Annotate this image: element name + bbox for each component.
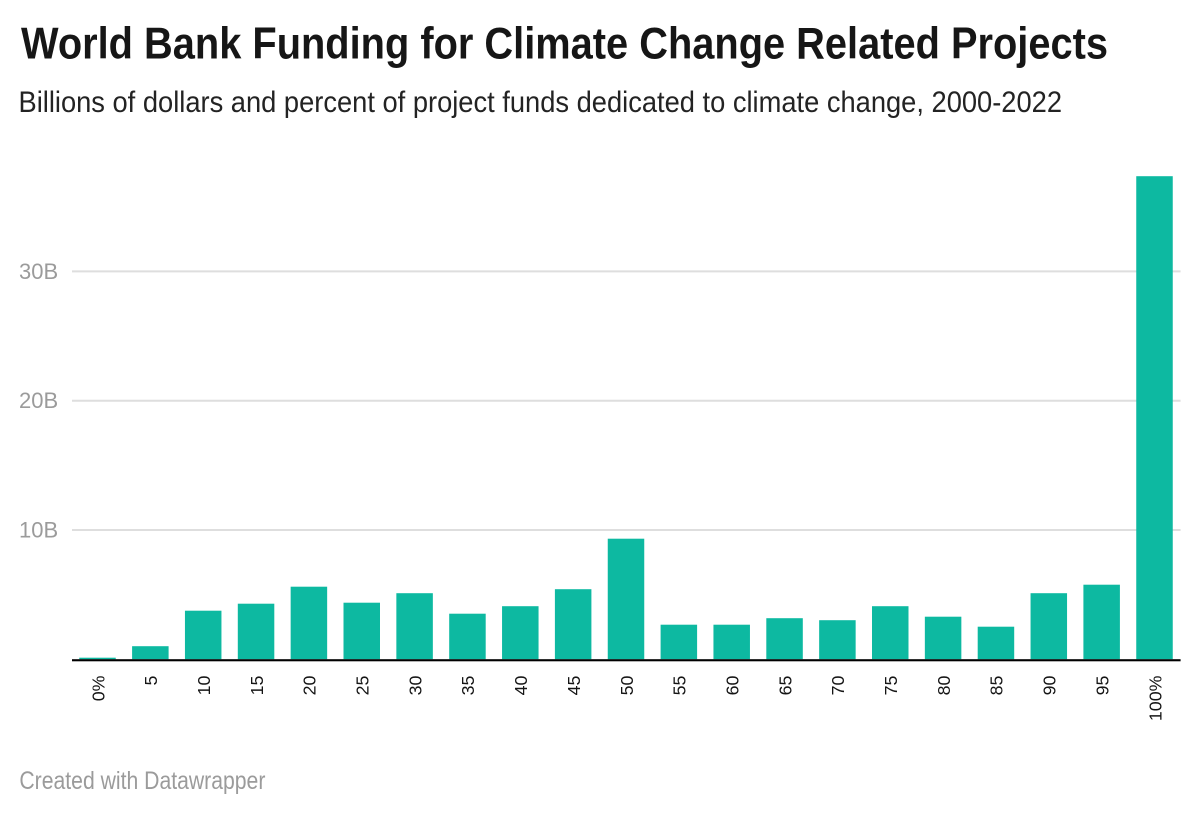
svg-text:85: 85 (987, 675, 1007, 695)
svg-text:75: 75 (881, 675, 901, 695)
svg-text:5: 5 (141, 675, 161, 685)
svg-text:40: 40 (511, 675, 531, 695)
svg-text:30: 30 (405, 675, 425, 695)
svg-text:90: 90 (1040, 675, 1060, 695)
svg-text:10: 10 (194, 675, 214, 695)
svg-text:0%: 0% (88, 675, 108, 701)
svg-text:35: 35 (458, 675, 478, 695)
svg-text:30B: 30B (19, 259, 58, 284)
svg-text:25: 25 (353, 675, 373, 695)
svg-text:World Bank Funding for Climate: World Bank Funding for Climate Change Re… (21, 20, 1108, 69)
svg-text:55: 55 (670, 675, 690, 695)
svg-text:10B: 10B (19, 517, 58, 542)
svg-text:Created with Datawrapper: Created with Datawrapper (19, 767, 265, 795)
svg-text:45: 45 (564, 675, 584, 695)
svg-text:Billions of dollars and percen: Billions of dollars and percent of proje… (19, 86, 1063, 119)
svg-text:80: 80 (934, 675, 954, 695)
svg-text:60: 60 (723, 675, 743, 695)
svg-text:95: 95 (1092, 675, 1112, 695)
svg-text:70: 70 (828, 675, 848, 695)
svg-text:15: 15 (247, 675, 267, 695)
svg-text:20B: 20B (19, 388, 58, 413)
svg-text:50: 50 (617, 675, 637, 695)
svg-text:20: 20 (300, 675, 320, 695)
svg-text:100%: 100% (1145, 675, 1165, 721)
svg-text:65: 65 (775, 675, 795, 695)
